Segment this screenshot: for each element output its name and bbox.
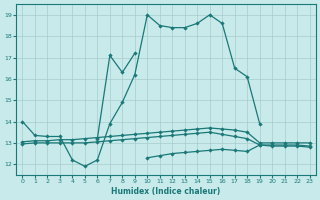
X-axis label: Humidex (Indice chaleur): Humidex (Indice chaleur) bbox=[111, 187, 221, 196]
